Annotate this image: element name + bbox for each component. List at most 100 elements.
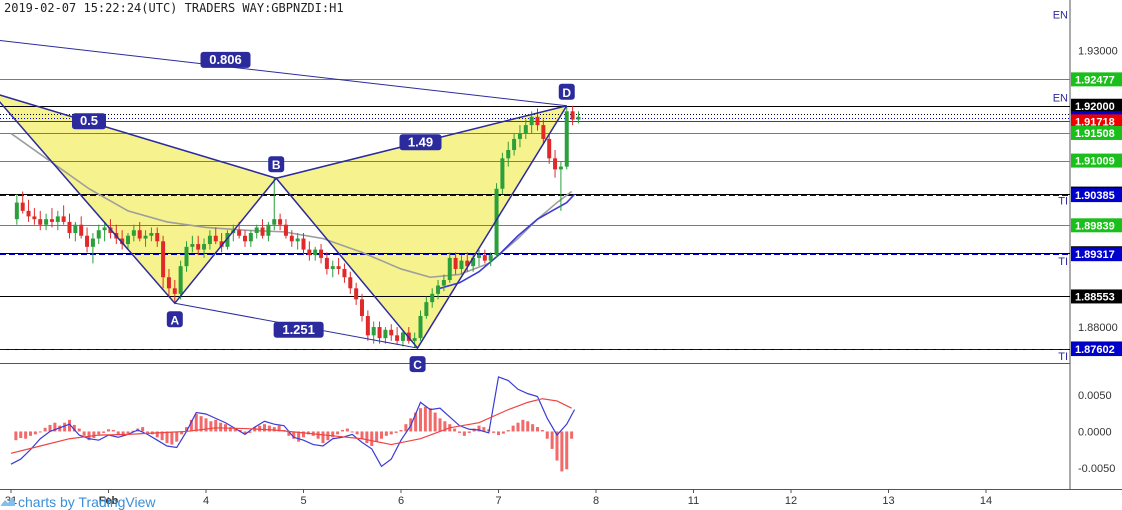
candle-body-83 bbox=[500, 158, 505, 189]
macd-bar-69 bbox=[350, 431, 354, 433]
macd-bar-58 bbox=[297, 431, 301, 442]
tradingview-branding[interactable]: charts by TradingView bbox=[18, 494, 156, 510]
candle-body-80 bbox=[482, 255, 487, 261]
macd-tick-2: -0.0050 bbox=[1078, 463, 1115, 475]
candle-body-35 bbox=[219, 241, 224, 247]
candle-body-95 bbox=[570, 111, 575, 120]
candle-body-77 bbox=[465, 260, 470, 267]
candle-body-85 bbox=[512, 138, 517, 151]
candle-body-71 bbox=[430, 293, 435, 303]
ratio-badge-0 bbox=[200, 51, 251, 68]
candle-body-15 bbox=[102, 227, 107, 231]
candle-body-14 bbox=[96, 230, 101, 239]
price-badge-4 bbox=[1071, 125, 1122, 140]
macd-bar-8 bbox=[53, 422, 57, 432]
macd-bar-50 bbox=[258, 425, 262, 432]
macd-bar-59 bbox=[302, 431, 305, 438]
ratio-label-3: 1.251 bbox=[282, 322, 315, 337]
macd-tick-0: 0.0050 bbox=[1078, 390, 1112, 402]
point-label-d: D bbox=[562, 86, 571, 100]
x-tick-label-10: 14 bbox=[980, 495, 992, 507]
price-badge-13 bbox=[1071, 342, 1122, 357]
candle-body-3 bbox=[32, 216, 37, 220]
price-badge-3 bbox=[1071, 114, 1122, 129]
macd-bar-111 bbox=[555, 431, 559, 461]
price-badge-label-3: 1.91718 bbox=[1075, 116, 1115, 128]
macd-bar-12 bbox=[72, 424, 76, 432]
x-tick-label-5: 7 bbox=[495, 495, 501, 507]
macd-bar-51 bbox=[263, 424, 266, 432]
price-badge-8 bbox=[1071, 218, 1122, 233]
macd-bar-70 bbox=[355, 431, 359, 435]
macd-bar-95 bbox=[477, 425, 481, 432]
macd-bar-85 bbox=[428, 408, 432, 432]
candle-body-39 bbox=[243, 235, 247, 242]
candle-body-31 bbox=[196, 244, 201, 250]
macd-bar-103 bbox=[516, 422, 520, 432]
macd-bar-33 bbox=[175, 431, 179, 442]
candle-body-84 bbox=[506, 150, 511, 159]
candle-body-24 bbox=[155, 232, 160, 242]
candle-body-90 bbox=[541, 125, 546, 139]
macd-bar-75 bbox=[380, 431, 383, 439]
macd-bar-7 bbox=[48, 424, 52, 432]
candle-body-18 bbox=[120, 238, 125, 245]
macd-bar-34 bbox=[180, 431, 184, 435]
candle-body-43 bbox=[266, 224, 271, 236]
candle-body-64 bbox=[389, 329, 394, 336]
macd-bar-47 bbox=[243, 431, 247, 435]
macd-bar-63 bbox=[321, 431, 325, 444]
candle-body-33 bbox=[207, 235, 212, 245]
candle-body-56 bbox=[342, 268, 347, 278]
macd-bar-62 bbox=[316, 431, 320, 439]
candle-body-45 bbox=[278, 219, 283, 225]
point-label-c: C bbox=[413, 358, 422, 372]
candle-body-51 bbox=[313, 249, 318, 256]
candle-body-20 bbox=[131, 230, 136, 236]
macd-bar-66 bbox=[336, 431, 340, 435]
candle-body-26 bbox=[166, 277, 171, 289]
macd-bar-48 bbox=[248, 431, 252, 433]
macd-bar-114 bbox=[570, 431, 574, 439]
macd-bar-107 bbox=[536, 427, 539, 432]
ratio-badge-2 bbox=[399, 134, 442, 151]
macd-bar-10 bbox=[63, 422, 67, 432]
candle-body-25 bbox=[161, 241, 166, 278]
macd-bar-74 bbox=[375, 431, 379, 442]
price-badge-label-4: 1.91508 bbox=[1075, 128, 1115, 140]
point-badge-d bbox=[558, 83, 575, 100]
macd-bar-112 bbox=[560, 431, 564, 472]
macd-bar-18 bbox=[102, 431, 106, 433]
candle-body-61 bbox=[371, 327, 376, 336]
macd-bar-44 bbox=[228, 427, 232, 432]
macd-bar-96 bbox=[482, 427, 486, 432]
macd-bar-109 bbox=[545, 431, 549, 439]
macd-bar-104 bbox=[521, 419, 525, 432]
macd-bar-27 bbox=[146, 431, 149, 433]
macd-bar-52 bbox=[267, 425, 271, 432]
candle-body-75 bbox=[453, 257, 458, 269]
candle-body-0 bbox=[14, 202, 19, 220]
candle-body-59 bbox=[360, 299, 364, 316]
candle-body-41 bbox=[254, 227, 259, 233]
macd-bar-3 bbox=[29, 431, 32, 436]
macd-bar-87 bbox=[438, 418, 442, 432]
macd-bar-71 bbox=[360, 431, 364, 439]
candle-body-62 bbox=[377, 327, 382, 339]
candle-body-81 bbox=[488, 255, 493, 261]
macd-bar-22 bbox=[121, 431, 125, 436]
price-badge-label-10: 1.89317 bbox=[1075, 249, 1115, 261]
candle-body-28 bbox=[178, 266, 183, 294]
macd-bar-9 bbox=[58, 425, 62, 432]
candle-body-60 bbox=[365, 315, 370, 336]
point-badge-c bbox=[409, 356, 426, 373]
edge-label-3: TI bbox=[1058, 256, 1068, 268]
x-tick-label-6: 8 bbox=[593, 495, 599, 507]
price-badge-10 bbox=[1071, 247, 1122, 262]
macd-bar-23 bbox=[126, 431, 130, 434]
candle-body-34 bbox=[213, 235, 218, 242]
candle-body-10 bbox=[73, 224, 78, 233]
tradingview-logo-icon bbox=[1, 497, 15, 506]
ratio-badge-1 bbox=[72, 113, 106, 130]
point-badge-b bbox=[268, 156, 285, 173]
